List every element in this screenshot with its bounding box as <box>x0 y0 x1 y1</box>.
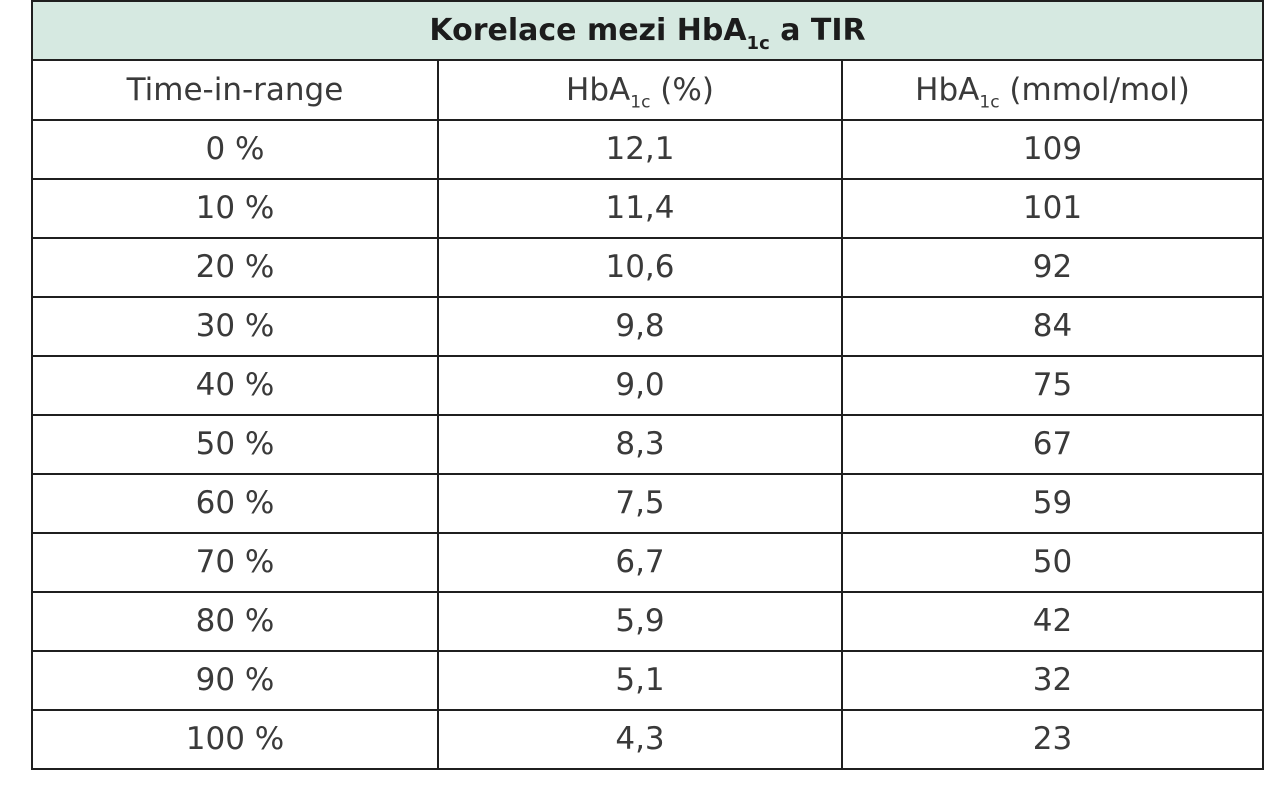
cell-time-in-range: 0 % <box>31 119 439 180</box>
table-title: Korelace mezi HbA1c a TIR <box>31 0 1264 61</box>
table-title-subscript: 1c <box>746 32 770 54</box>
cell-hba1c-percent: 5,1 <box>437 650 843 711</box>
table-row: 90 % 5,1 32 <box>31 650 1264 711</box>
cell-hba1c-mmol: 23 <box>841 709 1264 770</box>
table-row: 100 % 4,3 23 <box>31 709 1264 770</box>
table-title-prefix: Korelace mezi HbA <box>429 12 747 48</box>
column-header-label: HbA <box>915 71 980 108</box>
cell-time-in-range: 100 % <box>31 709 439 770</box>
cell-hba1c-percent: 7,5 <box>437 473 843 534</box>
column-header-time-in-range: Time-in-range <box>31 59 439 121</box>
table-row: 40 % 9,0 75 <box>31 355 1264 416</box>
cell-hba1c-mmol: 50 <box>841 532 1264 593</box>
cell-hba1c-mmol: 75 <box>841 355 1264 416</box>
column-header-subscript: 1c <box>979 92 1000 113</box>
cell-time-in-range: 20 % <box>31 237 439 298</box>
cell-hba1c-mmol: 42 <box>841 591 1264 652</box>
cell-hba1c-mmol: 92 <box>841 237 1264 298</box>
cell-time-in-range: 30 % <box>31 296 439 357</box>
column-header-subscript: 1c <box>630 92 651 113</box>
cell-time-in-range: 60 % <box>31 473 439 534</box>
cell-hba1c-percent: 6,7 <box>437 532 843 593</box>
table-row: 10 % 11,4 101 <box>31 178 1264 239</box>
cell-hba1c-percent: 12,1 <box>437 119 843 180</box>
column-header-hba1c-mmol: HbA1c (mmol/mol) <box>841 59 1264 121</box>
cell-time-in-range: 70 % <box>31 532 439 593</box>
cell-time-in-range: 10 % <box>31 178 439 239</box>
column-header-label: Time-in-range <box>126 71 344 108</box>
cell-hba1c-percent: 11,4 <box>437 178 843 239</box>
column-header-hba1c-percent: HbA1c (%) <box>437 59 843 121</box>
cell-hba1c-mmol: 109 <box>841 119 1264 180</box>
cell-hba1c-mmol: 101 <box>841 178 1264 239</box>
cell-hba1c-percent: 9,0 <box>437 355 843 416</box>
cell-hba1c-mmol: 84 <box>841 296 1264 357</box>
cell-hba1c-percent: 9,8 <box>437 296 843 357</box>
title-row: Korelace mezi HbA1c a TIR <box>31 0 1264 61</box>
table-row: 50 % 8,3 67 <box>31 414 1264 475</box>
column-header-suffix: (mmol/mol) <box>999 71 1190 108</box>
cell-hba1c-percent: 5,9 <box>437 591 843 652</box>
table-row: 0 % 12,1 109 <box>31 119 1264 180</box>
cell-hba1c-percent: 8,3 <box>437 414 843 475</box>
cell-hba1c-mmol: 32 <box>841 650 1264 711</box>
cell-hba1c-mmol: 67 <box>841 414 1264 475</box>
column-header-suffix: (%) <box>650 71 714 108</box>
table-title-suffix: a TIR <box>769 12 866 48</box>
table-row: 30 % 9,8 84 <box>31 296 1264 357</box>
table-row: 60 % 7,5 59 <box>31 473 1264 534</box>
cell-hba1c-percent: 4,3 <box>437 709 843 770</box>
table-row: 70 % 6,7 50 <box>31 532 1264 593</box>
column-header-label: HbA <box>566 71 631 108</box>
cell-time-in-range: 90 % <box>31 650 439 711</box>
cell-hba1c-percent: 10,6 <box>437 237 843 298</box>
table-row: 20 % 10,6 92 <box>31 237 1264 298</box>
cell-time-in-range: 40 % <box>31 355 439 416</box>
cell-time-in-range: 80 % <box>31 591 439 652</box>
table-row: 80 % 5,9 42 <box>31 591 1264 652</box>
cell-time-in-range: 50 % <box>31 414 439 475</box>
header-row: Time-in-range HbA1c (%) HbA1c (mmol/mol) <box>31 59 1264 121</box>
correlation-table: Korelace mezi HbA1c a TIR Time-in-range … <box>31 0 1264 770</box>
cell-hba1c-mmol: 59 <box>841 473 1264 534</box>
